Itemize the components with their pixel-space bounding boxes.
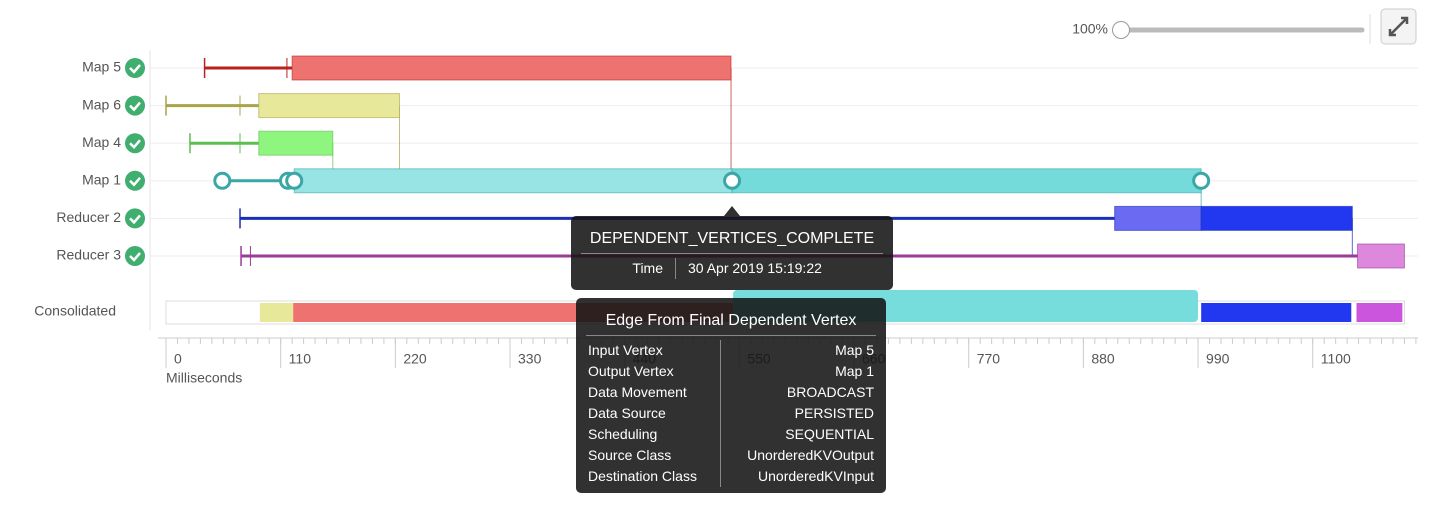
row-label: Consolidated (34, 303, 116, 319)
tooltip-key: Data Movement (576, 382, 721, 403)
tooltip-row: Data Source PERSISTED (576, 403, 886, 424)
consolidated-segment (259, 303, 294, 322)
tooltip-row: Output Vertex Map 1 (576, 361, 886, 382)
tooltip-value: 30 Apr 2019 15:19:22 (688, 260, 822, 276)
status-icon (125, 208, 145, 229)
tooltip-title: DEPENDENT_VERTICES_COMPLETE (581, 230, 883, 254)
zoom-label: 100% (1072, 21, 1108, 37)
row-label: Map 5 (82, 59, 121, 75)
tooltip-table: Time 30 Apr 2019 15:19:22 (571, 258, 893, 279)
bar (258, 130, 334, 156)
event-tooltip: DEPENDENT_VERTICES_COMPLETE Time 30 Apr 2… (571, 216, 893, 290)
status-check (129, 214, 141, 225)
tooltip-key: Source Class (576, 445, 721, 466)
status-check (129, 176, 141, 187)
event-circle[interactable] (1192, 171, 1211, 190)
bar (1114, 205, 1202, 231)
tooltip-value: Map 1 (835, 363, 874, 379)
status-circle (125, 246, 145, 266)
tooltip-value: PERSISTED (794, 405, 874, 421)
status-circle (125, 208, 145, 229)
row-label: Reducer 3 (56, 247, 121, 263)
tick-label: 110 (289, 351, 312, 367)
bar (731, 168, 1202, 194)
tick-label: 1100 (1321, 351, 1351, 367)
tick-label: 880 (1091, 351, 1115, 367)
tooltip-key: Destination Class (576, 466, 721, 487)
tooltip-arrow (724, 206, 740, 216)
status-circle (125, 95, 145, 116)
bar (293, 168, 733, 194)
tooltip-row: Time 30 Apr 2019 15:19:22 (571, 258, 893, 279)
tooltip-value: UnorderedKVOutput (747, 447, 874, 463)
tick-label: 220 (403, 351, 427, 367)
bar (291, 55, 732, 81)
tooltip-value: UnorderedKVInput (758, 468, 874, 484)
tooltip-value: BROADCAST (786, 384, 874, 400)
tooltip-key: Data Source (576, 403, 721, 424)
status-icon (125, 133, 145, 154)
bar (258, 93, 401, 119)
row-label: Map 6 (82, 96, 121, 112)
tooltip-key: Input Vertex (576, 340, 721, 361)
row-label: Reducer 2 (56, 209, 121, 225)
status-circle (125, 58, 145, 78)
status-icon (125, 246, 145, 266)
consolidated-segment (1201, 303, 1352, 322)
tooltip-value: SEQUENTIAL (785, 426, 874, 442)
tooltip-value: Map 5 (835, 342, 874, 358)
tick-label: 0 (174, 351, 182, 367)
tooltip-key: Time (571, 258, 676, 279)
tooltip-row: Source Class UnorderedKVOutput (576, 445, 886, 466)
axis-label: Milliseconds (166, 370, 242, 386)
tooltip-key: Output Vertex (576, 361, 721, 382)
tooltip-key: Scheduling (576, 424, 721, 445)
tick-label: 330 (518, 351, 542, 367)
tooltip-row: Destination Class UnorderedKVInput (576, 466, 886, 487)
status-check (129, 101, 141, 112)
status-icon (125, 170, 145, 191)
tooltip-row: Data Movement BROADCAST (576, 382, 886, 403)
fullscreen-button[interactable] (1380, 8, 1417, 45)
status-check (129, 139, 141, 150)
status-circle (125, 170, 145, 191)
consolidated-segment (1356, 303, 1403, 322)
row-label: Map 1 (82, 172, 121, 188)
status-icon (125, 58, 145, 78)
row-label: Map 4 (82, 134, 121, 150)
event-circle[interactable] (285, 171, 304, 190)
bar (1357, 243, 1405, 269)
zoom-knob[interactable] (1112, 21, 1130, 39)
tooltip-table: Input Vertex Map 5 Output Vertex Map 1 Data … (576, 340, 886, 487)
status-check (129, 64, 141, 74)
event-circle[interactable] (213, 171, 232, 190)
tooltip-row: Scheduling SEQUENTIAL (576, 424, 886, 445)
edge-tooltip: Edge From Final Dependent Vertex Input V… (576, 298, 886, 493)
status-icon (125, 95, 145, 116)
status-circle (125, 133, 145, 154)
bar (1200, 205, 1353, 231)
tooltip-title: Edge From Final Dependent Vertex (586, 312, 876, 336)
tooltip-row: Input Vertex Map 5 (576, 340, 886, 361)
tick-label: 990 (1206, 351, 1230, 367)
tick-label: 770 (977, 351, 1001, 367)
status-check (129, 252, 141, 262)
event-circle[interactable] (723, 171, 742, 190)
